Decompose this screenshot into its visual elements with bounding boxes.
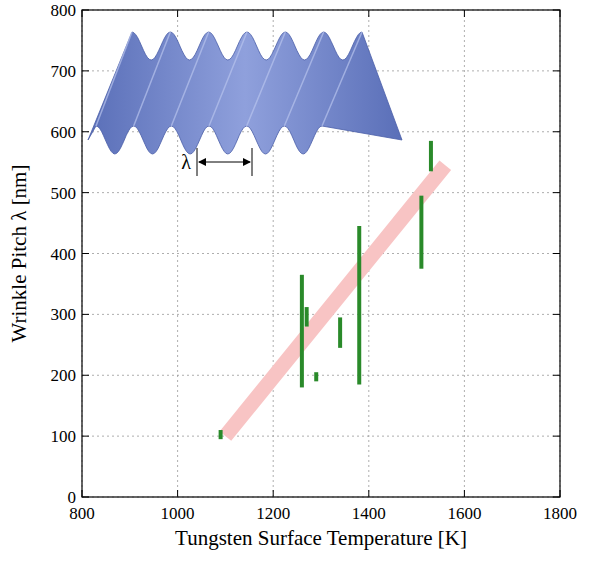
wrinkle-crest	[134, 32, 171, 126]
lambda-arrowhead	[243, 158, 251, 166]
range-bar	[429, 141, 433, 171]
x-axis-title: Tungsten Surface Temperature [K]	[175, 526, 467, 550]
tick	[82, 131, 89, 132]
trend-line	[225, 165, 445, 436]
tick	[177, 10, 178, 17]
tick	[177, 490, 178, 497]
tick	[464, 490, 465, 497]
wrinkle-crest	[96, 32, 132, 126]
grid-line	[82, 253, 560, 254]
tick	[553, 375, 560, 376]
y-axis-title: Wrinkle Pitch λ [nm]	[7, 165, 31, 343]
range-bar	[219, 430, 223, 439]
grid-line	[464, 10, 465, 497]
x-tick-label: 1200	[256, 504, 290, 523]
data-layer	[221, 141, 446, 439]
y-tick-label: 200	[51, 366, 77, 385]
lambda-bracket	[197, 148, 198, 176]
range-bar	[305, 307, 309, 326]
tick	[553, 192, 560, 193]
tick	[368, 10, 369, 17]
wrinkle-crest	[322, 32, 362, 126]
range-bar	[300, 275, 304, 388]
y-tick-label: 300	[51, 305, 77, 324]
tick	[553, 70, 560, 71]
plot-frame	[82, 10, 560, 497]
chart: 800 1000 1200 1400 1600 1800 0 100 200 300 400 500 6…	[0, 0, 593, 567]
grid-line	[82, 375, 560, 376]
y-tick-label: 800	[51, 1, 77, 20]
grid-line	[82, 192, 560, 193]
tick	[82, 436, 89, 437]
tick	[553, 436, 560, 437]
y-tick-label: 700	[51, 62, 77, 81]
inset-illustration	[88, 32, 402, 176]
grid-line	[82, 436, 560, 437]
range-bar	[338, 317, 342, 347]
tick	[553, 314, 560, 315]
tick	[553, 131, 560, 132]
tick	[82, 375, 89, 376]
range-bar	[419, 196, 423, 269]
tick	[464, 10, 465, 17]
x-tick-label: 1600	[447, 504, 481, 523]
plot-bg	[82, 10, 560, 497]
x-tick-label: 1000	[161, 504, 195, 523]
y-tick-label: 400	[51, 245, 77, 264]
y-tick-label: 100	[51, 427, 77, 446]
wrinkle-crest	[284, 32, 323, 126]
wrinkle-surface	[88, 32, 402, 154]
tick	[82, 253, 89, 254]
wrinkle-crest	[247, 32, 286, 126]
tick	[82, 314, 89, 315]
tick	[273, 10, 274, 17]
x-tick-label: 1400	[352, 504, 386, 523]
lambda-arrowhead	[198, 158, 206, 166]
tick	[273, 490, 274, 497]
tick	[368, 490, 369, 497]
tick	[82, 192, 89, 193]
y-tick-label: 0	[68, 488, 77, 507]
range-bar	[357, 226, 361, 384]
lambda-arrow	[199, 162, 250, 163]
x-tick-label: 1800	[543, 504, 577, 523]
tick	[82, 70, 89, 71]
tick	[553, 253, 560, 254]
lambda-bracket	[252, 148, 253, 176]
y-tick-label: 600	[51, 123, 77, 142]
y-tick-label: 500	[51, 184, 77, 203]
wrinkle-crest	[171, 32, 208, 126]
wrinkle-crest	[209, 32, 247, 126]
range-bar	[314, 372, 318, 381]
inset-label: λ	[181, 151, 191, 173]
